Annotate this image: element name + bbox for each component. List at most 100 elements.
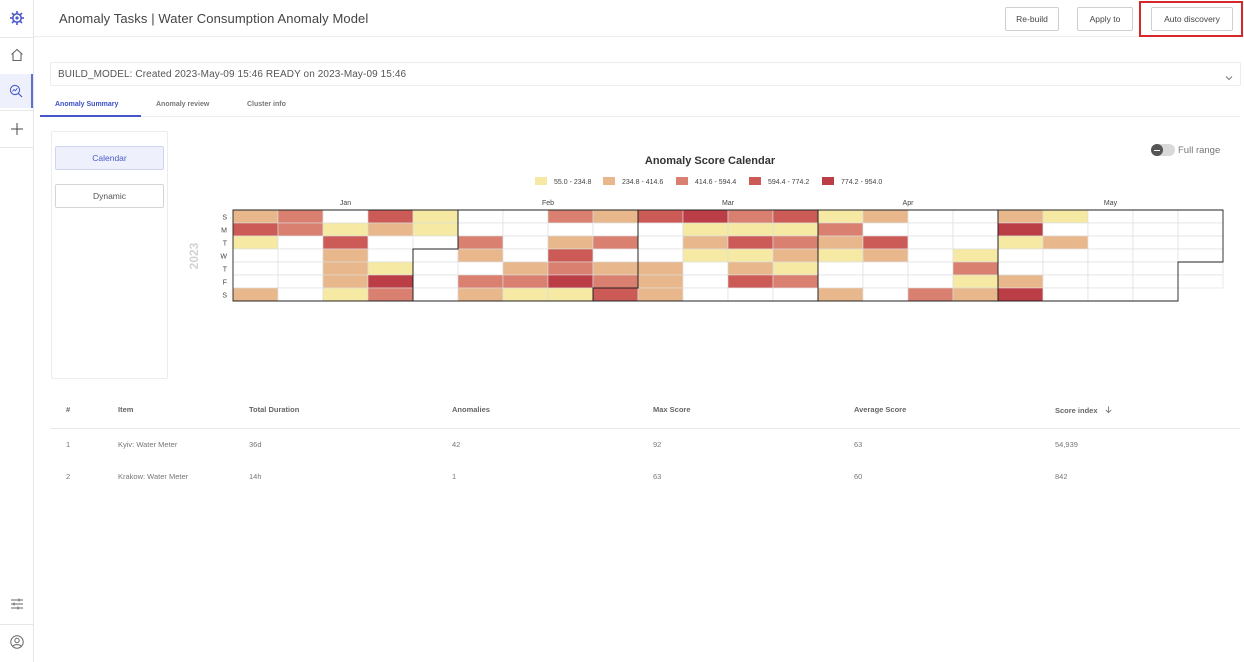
apply-to-button[interactable]: Apply to — [1077, 7, 1133, 31]
weekday-label: T — [223, 267, 228, 274]
calendar-cell — [727, 248, 774, 263]
month-label: Jan — [340, 200, 351, 207]
calendar-cell — [907, 235, 954, 250]
calendar-cell — [547, 274, 594, 289]
calendar-cell — [862, 209, 909, 224]
calendar-cell — [1042, 235, 1089, 250]
column-header-score-index[interactable]: Score index — [1055, 405, 1113, 415]
calendar-cell — [322, 274, 369, 289]
calendar-cell — [1087, 287, 1134, 302]
calendar-cell — [547, 209, 594, 224]
calendar-cell — [682, 274, 729, 289]
calendar-cell — [637, 235, 684, 250]
dynamic-view-button[interactable]: Dynamic — [55, 184, 164, 208]
search-analytics-icon[interactable] — [0, 74, 33, 108]
score-index-label: Score index — [1055, 406, 1098, 415]
user-icon[interactable] — [0, 625, 33, 659]
home-icon[interactable] — [0, 38, 33, 72]
calendar-cell — [1177, 261, 1224, 276]
calendar-cell — [1132, 287, 1179, 302]
calendar-cell — [862, 222, 909, 237]
rebuild-button[interactable]: Re-build — [1005, 7, 1059, 31]
calendar-cell — [322, 287, 369, 302]
calendar-cell — [907, 261, 954, 276]
calendar-cell — [367, 248, 414, 263]
calendar-cell — [547, 261, 594, 276]
calendar-cell — [682, 261, 729, 276]
calendar-cell — [547, 222, 594, 237]
column-header-anomalies[interactable]: Anomalies — [452, 405, 490, 414]
column-header-average-score[interactable]: Average Score — [854, 405, 907, 414]
calendar-cell — [907, 248, 954, 263]
row-number: 1 — [66, 440, 71, 449]
calendar-cell — [412, 261, 459, 276]
calendar-cell — [277, 261, 324, 276]
row-number: 2 — [66, 472, 71, 481]
calendar-cell — [682, 235, 729, 250]
plus-icon[interactable] — [0, 112, 33, 146]
weekday-label: S — [222, 293, 227, 300]
tab-cluster-info[interactable]: Cluster info — [247, 101, 286, 108]
calendar-cell — [412, 209, 459, 224]
calendar-cell — [1132, 209, 1179, 224]
calendar-cell — [1132, 261, 1179, 276]
calendar-cell — [682, 287, 729, 302]
calendar-cell — [412, 274, 459, 289]
row-average-score: 63 — [854, 440, 863, 449]
column-header-item[interactable]: Item — [118, 405, 134, 414]
calendar-view-button[interactable]: Calendar — [55, 146, 164, 170]
calendar-cell — [1087, 222, 1134, 237]
calendar-cell — [862, 261, 909, 276]
calendar-cell — [1087, 261, 1134, 276]
calendar-cell — [457, 222, 504, 237]
auto-discovery-button[interactable]: Auto discovery — [1151, 7, 1233, 31]
row-item[interactable]: Krakow: Water Meter — [118, 472, 189, 481]
calendar-cell — [232, 235, 279, 250]
calendar-cell — [997, 235, 1044, 250]
calendar-cell — [1042, 274, 1089, 289]
full-range-toggle[interactable] — [1151, 144, 1175, 156]
calendar-cell — [277, 287, 324, 302]
calendar-cell — [1132, 235, 1179, 250]
tab-anomaly-summary[interactable]: Anomaly Summary — [55, 101, 119, 108]
column-header-total-duration[interactable]: Total Duration — [249, 405, 300, 414]
calendar-cell — [592, 209, 639, 224]
tab-bar: Anomaly Summary Anomaly review Cluster i… — [40, 96, 1240, 117]
calendar-cell — [907, 274, 954, 289]
calendar-cell — [772, 209, 819, 224]
calendar-cell — [817, 222, 864, 237]
calendar-cell — [952, 287, 999, 302]
row-item[interactable]: Kyiv: Water Meter — [118, 440, 178, 449]
calendar-cell — [772, 287, 819, 302]
view-switcher-panel: Calendar Dynamic — [51, 131, 168, 379]
calendar-cell — [1042, 222, 1089, 237]
calendar-cell — [232, 287, 279, 302]
calendar-cell — [277, 209, 324, 224]
weekday-label: M — [221, 228, 227, 235]
calendar-cell — [682, 209, 729, 224]
calendar-cell — [592, 222, 639, 237]
row-duration: 36d — [249, 440, 262, 449]
calendar-cell — [457, 248, 504, 263]
chevron-down-icon — [1224, 70, 1234, 88]
chart-title: Anomaly Score Calendar — [645, 155, 776, 167]
calendar-cell — [862, 248, 909, 263]
row-average-score: 60 — [854, 472, 863, 481]
calendar-cell — [232, 248, 279, 263]
settings-sliders-icon[interactable] — [0, 587, 33, 621]
build-status-dropdown[interactable]: BUILD_MODEL: Created 2023-May-09 15:46 R… — [50, 62, 1241, 86]
calendar-cell — [457, 209, 504, 224]
calendar-cell — [277, 248, 324, 263]
active-tab-indicator — [40, 115, 141, 117]
calendar-cell — [547, 248, 594, 263]
sort-down-arrow-icon — [1105, 406, 1112, 414]
calendar-cell — [952, 222, 999, 237]
column-header-max-score[interactable]: Max Score — [653, 405, 691, 414]
legend-swatch — [603, 177, 615, 185]
calendar-cell — [547, 287, 594, 302]
calendar-cell — [1042, 261, 1089, 276]
calendar-cell — [1042, 248, 1089, 263]
tab-anomaly-review[interactable]: Anomaly review — [156, 101, 210, 108]
logo-icon[interactable] — [0, 1, 33, 35]
calendar-cell — [232, 222, 279, 237]
